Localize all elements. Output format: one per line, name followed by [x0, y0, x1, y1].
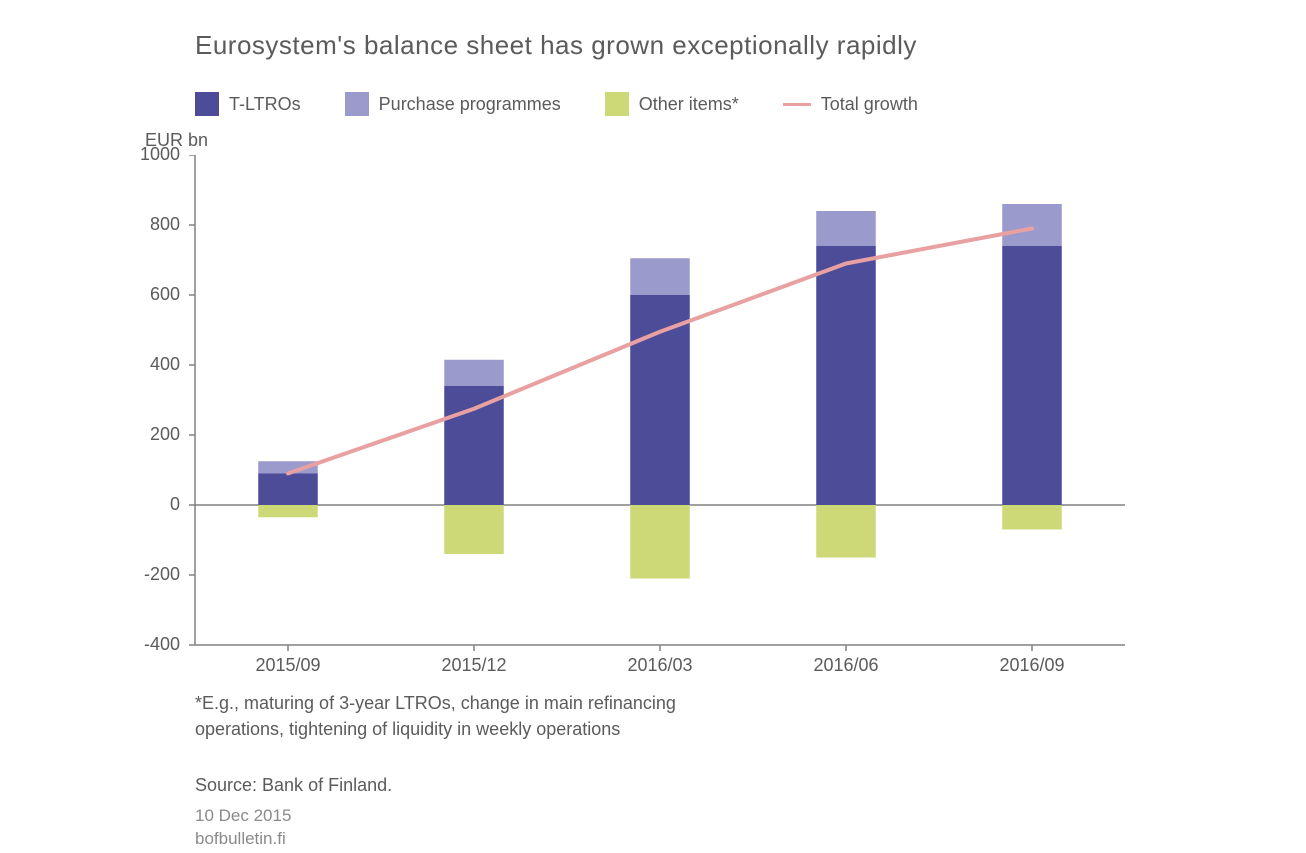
- bar-tltros: [630, 295, 690, 505]
- bar-tltros: [258, 474, 318, 506]
- y-tick-label: 800: [120, 214, 180, 235]
- y-tick-label: 600: [120, 284, 180, 305]
- y-tick-label: -200: [120, 564, 180, 585]
- bar-tltros: [816, 246, 876, 505]
- x-tick-label: 2015/09: [255, 655, 320, 676]
- y-tick-label: 200: [120, 424, 180, 445]
- bar-other: [258, 505, 318, 517]
- legend: T-LTROs Purchase programmes Other items*…: [195, 92, 952, 116]
- y-tick-label: 400: [120, 354, 180, 375]
- bar-other: [1002, 505, 1062, 530]
- bar-other: [816, 505, 876, 558]
- bar-other: [444, 505, 504, 554]
- legend-swatch-total: [783, 103, 811, 106]
- legend-swatch-other: [605, 92, 629, 116]
- bar-purchases: [816, 211, 876, 246]
- bar-tltros: [444, 386, 504, 505]
- footnote: *E.g., maturing of 3-year LTROs, change …: [195, 690, 676, 742]
- bar-other: [630, 505, 690, 579]
- legend-label-purchases: Purchase programmes: [379, 94, 561, 115]
- y-tick-label: -400: [120, 634, 180, 655]
- legend-label-other: Other items*: [639, 94, 739, 115]
- chart-container: Eurosystem's balance sheet has grown exc…: [0, 0, 1306, 853]
- bar-purchases: [444, 360, 504, 386]
- y-tick-label: 1000: [120, 144, 180, 165]
- y-tick-label: 0: [120, 494, 180, 515]
- legend-swatch-purchases: [345, 92, 369, 116]
- x-tick-label: 2016/09: [999, 655, 1064, 676]
- bar-tltros: [1002, 246, 1062, 505]
- legend-label-total: Total growth: [821, 94, 918, 115]
- chart-title: Eurosystem's balance sheet has grown exc…: [195, 30, 917, 61]
- x-tick-label: 2016/06: [813, 655, 878, 676]
- x-tick-label: 2015/12: [441, 655, 506, 676]
- legend-swatch-tltros: [195, 92, 219, 116]
- source-line: Source: Bank of Finland.: [195, 775, 392, 796]
- x-tick-label: 2016/03: [627, 655, 692, 676]
- date-stamp: 10 Dec 2015bofbulletin.fi: [195, 805, 291, 851]
- bar-purchases: [1002, 204, 1062, 246]
- legend-label-tltros: T-LTROs: [229, 94, 301, 115]
- plot-area: [185, 155, 1175, 685]
- bar-purchases: [630, 258, 690, 295]
